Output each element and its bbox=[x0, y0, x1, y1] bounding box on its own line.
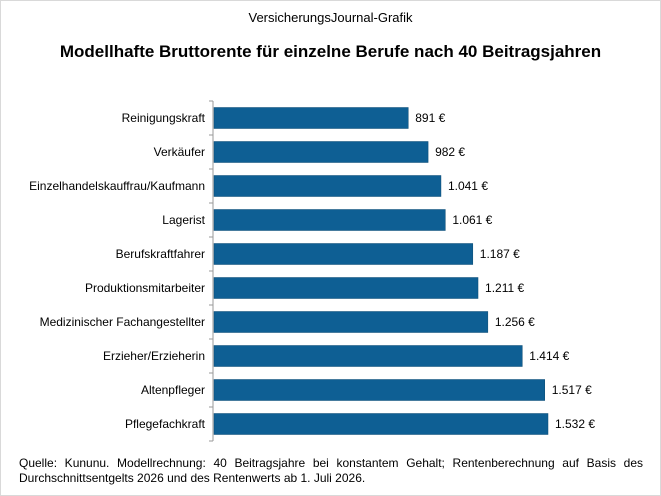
chart-source-header: VersicherungsJournal-Grafik bbox=[248, 10, 413, 25]
value-label: 891 € bbox=[415, 111, 445, 125]
category-label: Reinigungskraft bbox=[122, 111, 206, 125]
bar bbox=[213, 107, 409, 129]
bar bbox=[213, 413, 549, 435]
bar bbox=[213, 277, 479, 299]
category-label: Pflegefachkraft bbox=[125, 417, 206, 431]
bar bbox=[213, 243, 474, 265]
category-label: Altenpfleger bbox=[141, 383, 205, 397]
chart-title: Modellhafte Bruttorente für einzelne Ber… bbox=[59, 42, 602, 61]
chart-footnote: Quelle: Kununu. Modellrechnung: 40 Beitr… bbox=[19, 456, 643, 485]
category-label: Erzieher/Erzieherin bbox=[103, 349, 205, 363]
value-label: 1.532 € bbox=[555, 417, 595, 431]
bar bbox=[213, 209, 446, 231]
category-label: Einzelhandelskauffrau/Kaufmann bbox=[29, 179, 205, 193]
bar bbox=[213, 141, 429, 163]
value-label: 1.061 € bbox=[452, 213, 492, 227]
value-label: 982 € bbox=[435, 145, 465, 159]
bar bbox=[213, 345, 523, 367]
value-label: 1.187 € bbox=[480, 247, 520, 261]
value-label: 1.211 € bbox=[485, 281, 524, 295]
value-label: 1.414 € bbox=[529, 349, 569, 363]
category-label: Produktionsmitarbeiter bbox=[85, 281, 205, 295]
category-label: Lagerist bbox=[162, 213, 205, 227]
category-label: Medizinischer Fachangestellter bbox=[40, 315, 205, 329]
value-label: 1.517 € bbox=[552, 383, 592, 397]
bar bbox=[213, 379, 545, 401]
category-label: Verkäufer bbox=[154, 145, 205, 159]
value-label: 1.041 € bbox=[448, 179, 488, 193]
value-label: 1.256 € bbox=[495, 315, 535, 329]
category-label: Berufskraftfahrer bbox=[116, 247, 205, 261]
bar bbox=[213, 175, 442, 197]
bar bbox=[213, 311, 489, 333]
